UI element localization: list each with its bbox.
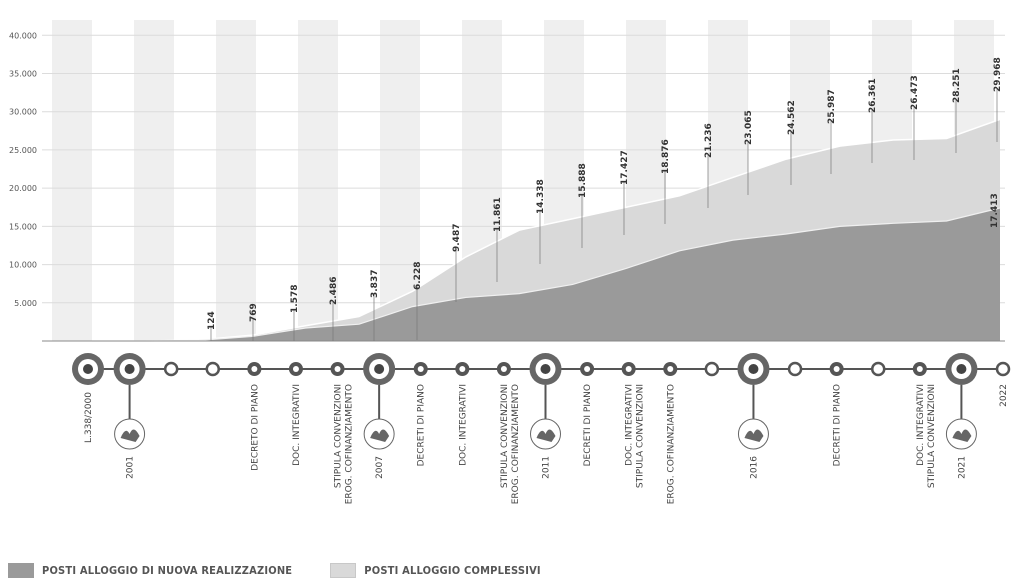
milestone-marker-dot (540, 364, 551, 374)
background-stripe (52, 20, 92, 341)
line-new (92, 207, 1001, 342)
event-marker-dot (459, 366, 466, 372)
value-label: 25.987 (827, 89, 837, 124)
timeline-label: DOC. INTEGRATIVI (292, 384, 302, 466)
timeline-label: EROG. COFINANZIAMENTO (666, 384, 676, 504)
event-marker-dot (667, 366, 674, 372)
event-marker-dot (916, 366, 923, 372)
value-label: 15.888 (578, 163, 588, 198)
event-marker-dot (584, 366, 591, 372)
legend: POSTI ALLOGGIO DI NUOVA REALIZZAZIONE PO… (8, 563, 541, 578)
value-label: 29.968 (993, 57, 1003, 92)
value-label: 17.413 (990, 193, 1000, 228)
timeline-label: STIPULA CONVENZIONI (500, 384, 510, 488)
value-label: 17.427 (620, 150, 630, 185)
value-label: 14.338 (536, 179, 546, 214)
timeline-label: EROG. COFINANZIAMENTO (345, 384, 355, 504)
event-marker-empty (205, 361, 221, 377)
milestone-marker-dot (124, 364, 135, 374)
value-label: 124 (207, 311, 217, 330)
value-label: 9.487 (452, 224, 462, 252)
value-label: 28.251 (952, 68, 962, 103)
milestone-marker-dot (748, 364, 759, 374)
timeline-label: STIPULA CONVENZIONI (927, 384, 937, 488)
area-new (92, 208, 1000, 341)
timeline-label: 2016 (749, 456, 759, 479)
value-label: 6.228 (413, 262, 423, 290)
value-label: 23.065 (744, 110, 754, 145)
event-marker-empty (163, 361, 179, 377)
y-tick-label: 25.000 (9, 146, 37, 155)
event-marker-empty (787, 361, 803, 377)
background-stripe (134, 20, 174, 341)
event-marker-dot (625, 366, 632, 372)
year-emblem-figure (120, 429, 140, 442)
background-stripe (216, 20, 256, 341)
y-tick-label: 15.000 (9, 222, 37, 231)
milestone-marker-dot (83, 364, 93, 374)
event-marker-empty (704, 361, 720, 377)
event-marker-empty (870, 361, 886, 377)
timeline-label: DECRETI DI PIANO (833, 384, 843, 466)
timeline-label: DOC. INTEGRATIVI (916, 384, 926, 466)
event-marker-dot (833, 366, 840, 372)
year-emblem-figure (744, 429, 764, 442)
timeline-label: DECRETI DI PIANO (583, 384, 593, 466)
year-emblem-figure (536, 429, 556, 442)
timeline-label: 2022 (999, 384, 1009, 407)
value-label: 2.486 (329, 277, 339, 305)
event-marker-dot (500, 366, 507, 372)
value-label: 26.361 (868, 78, 878, 113)
line-total (92, 118, 1001, 342)
value-label: 3.837 (370, 270, 380, 298)
timeline-label: DOC. INTEGRATIVI (458, 384, 468, 466)
milestone-marker-dot (956, 364, 967, 374)
event-marker-dot (417, 366, 424, 372)
year-emblem-figure (952, 429, 972, 442)
y-tick-label: 20.000 (9, 184, 37, 193)
value-label: 26.473 (910, 75, 920, 110)
event-marker-empty (995, 361, 1011, 377)
timeline-label: L.338/2000 (84, 392, 94, 443)
timeline-label: EROG. COFINANZIAMENTO (511, 384, 521, 504)
y-tick-label: 30.000 (9, 108, 37, 117)
timeline-label: STIPULA CONVENZIONI (636, 384, 646, 488)
timeline-label: DECRETI DI PIANO (417, 384, 427, 466)
y-tick-label: 35.000 (9, 70, 37, 79)
milestone-marker-dot (374, 364, 385, 374)
timeline-label: DECRETO DI PIANO (250, 384, 260, 471)
timeline-label: 2021 (957, 456, 967, 479)
timeline-label: STIPULA CONVENZIONI (334, 384, 344, 488)
timeline-label: 2011 (542, 456, 552, 479)
y-tick-label: 40.000 (9, 31, 37, 40)
timeline-label: DOC. INTEGRATIVI (625, 384, 635, 466)
legend-label-new: POSTI ALLOGGIO DI NUOVA REALIZZAZIONE (42, 564, 293, 577)
value-label: 21.236 (704, 123, 714, 158)
timeline-label: 2001 (126, 456, 136, 479)
y-tick-label: 10.000 (9, 261, 37, 270)
value-label: 11.861 (493, 197, 503, 232)
value-label: 18.876 (661, 139, 671, 174)
value-label: 769 (249, 303, 259, 322)
event-marker-dot (292, 366, 299, 372)
value-label: 1.578 (290, 285, 300, 313)
chart-canvas: 5.000 10.000 15.000 20.000 25.000 30.000 35.00… (9, 20, 1011, 504)
year-emblem-figure (370, 429, 390, 442)
legend-swatch-total (330, 563, 357, 578)
timeline-label: 2007 (375, 456, 385, 479)
legend-label-total: POSTI ALLOGGIO COMPLESSIVI (364, 564, 541, 577)
event-marker-dot (334, 366, 341, 372)
value-label: 24.562 (787, 100, 797, 135)
event-marker-dot (251, 366, 258, 372)
y-tick-label: 5.000 (14, 299, 37, 308)
legend-swatch-new (8, 563, 34, 578)
